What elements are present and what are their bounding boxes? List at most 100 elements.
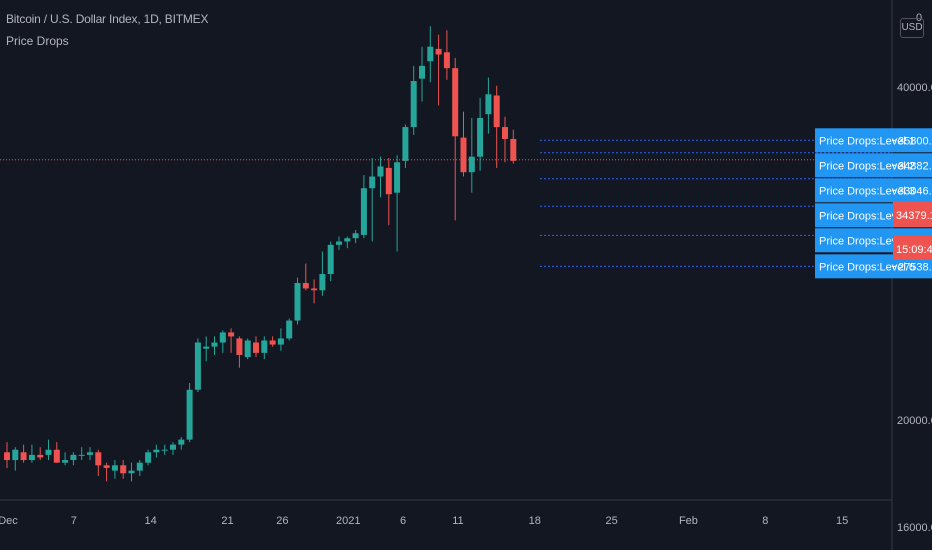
candle bbox=[377, 156, 384, 198]
candle-body bbox=[502, 127, 508, 139]
x-tick-label: 18 bbox=[529, 515, 541, 527]
candle bbox=[452, 57, 459, 221]
candle-body bbox=[369, 176, 376, 189]
candle bbox=[28, 444, 35, 463]
candle bbox=[493, 85, 500, 168]
candle bbox=[53, 442, 60, 463]
candle-body bbox=[336, 241, 342, 245]
candle bbox=[45, 439, 52, 461]
level-label-box bbox=[815, 128, 932, 153]
currency-badge[interactable]: USD bbox=[900, 18, 924, 38]
candle bbox=[294, 277, 301, 325]
x-tick-label: Feb bbox=[679, 515, 698, 527]
candle bbox=[327, 241, 334, 282]
candle bbox=[485, 77, 492, 134]
candle bbox=[468, 118, 475, 193]
candle-body bbox=[219, 332, 226, 343]
x-tick-label: Dec bbox=[0, 515, 18, 527]
candle-body bbox=[452, 68, 459, 137]
candle-body bbox=[186, 389, 193, 440]
candle bbox=[111, 460, 118, 479]
candle bbox=[435, 34, 442, 106]
level-name: Price Drops:Level 3 bbox=[819, 185, 915, 197]
x-tick-label: 14 bbox=[145, 515, 157, 527]
candle bbox=[460, 111, 467, 177]
candle bbox=[477, 97, 484, 171]
candle-body bbox=[161, 449, 168, 451]
x-tick-label: 8 bbox=[762, 515, 768, 527]
candle-body bbox=[311, 288, 318, 291]
candle bbox=[170, 442, 176, 455]
candle bbox=[37, 447, 44, 461]
x-tick-label: 2021 bbox=[336, 515, 360, 527]
candle bbox=[62, 452, 69, 466]
candle-body bbox=[443, 52, 450, 69]
candle bbox=[369, 158, 376, 242]
candle bbox=[194, 338, 201, 393]
symbol-title: Bitcoin / U.S. Dollar Index, 1D, BITMEX bbox=[6, 12, 209, 26]
level-value: 27538.98 bbox=[898, 261, 932, 273]
candle-body bbox=[493, 95, 500, 128]
countdown-badge: 15:09:47 bbox=[893, 236, 932, 260]
candle bbox=[128, 462, 135, 482]
level-name: Price Drops:Level 2 bbox=[819, 160, 915, 172]
level-value: 34882.71 bbox=[898, 160, 932, 172]
x-tick-label: 15 bbox=[836, 515, 848, 527]
candle-body bbox=[145, 452, 152, 463]
candle-body bbox=[170, 444, 176, 450]
candle-body bbox=[261, 340, 268, 353]
candle-body bbox=[294, 282, 301, 321]
candle bbox=[219, 330, 226, 353]
candle-body bbox=[203, 346, 210, 349]
candle-body bbox=[37, 454, 44, 458]
x-tick-label: 26 bbox=[276, 515, 288, 527]
candle-body bbox=[427, 46, 434, 62]
last-price-badge: 34379.14 bbox=[893, 202, 932, 227]
candle-body bbox=[62, 460, 69, 463]
candle bbox=[103, 462, 110, 482]
candle-body bbox=[286, 320, 293, 339]
candle bbox=[95, 449, 102, 476]
candle-body bbox=[460, 137, 467, 173]
candle bbox=[253, 336, 259, 358]
x-tick-label: 21 bbox=[221, 515, 233, 527]
candle bbox=[120, 460, 127, 479]
candle bbox=[186, 383, 193, 443]
candle-body bbox=[419, 65, 425, 79]
x-tick-label: 11 bbox=[452, 515, 463, 527]
candle-body bbox=[95, 452, 102, 466]
candle bbox=[336, 236, 342, 250]
level-name: Price Drops:Level 5 bbox=[819, 235, 915, 247]
candle bbox=[410, 65, 417, 135]
candle bbox=[277, 328, 284, 351]
candle-body bbox=[402, 127, 409, 161]
y-tick-label: 20000.00 bbox=[897, 415, 932, 427]
candle-body bbox=[45, 449, 52, 455]
candle-body bbox=[178, 439, 185, 445]
candle bbox=[228, 328, 235, 353]
candle bbox=[136, 460, 143, 476]
candle-body bbox=[277, 338, 284, 345]
candle bbox=[385, 158, 392, 226]
candle-body bbox=[236, 338, 243, 355]
candle-body bbox=[352, 233, 359, 239]
indicator-name[interactable]: Price Drops bbox=[6, 34, 69, 48]
candle bbox=[419, 46, 425, 102]
candle-body bbox=[78, 454, 85, 456]
candle-body bbox=[228, 332, 235, 337]
candle-body bbox=[20, 452, 27, 461]
candle-body bbox=[468, 156, 475, 173]
last-price-box bbox=[893, 202, 932, 227]
candle bbox=[402, 124, 409, 168]
candle-body bbox=[103, 465, 110, 468]
candle-body bbox=[360, 188, 367, 235]
countdown-box bbox=[893, 236, 932, 260]
level-label-box bbox=[815, 153, 932, 178]
candle bbox=[153, 444, 160, 458]
candle-body bbox=[136, 462, 143, 471]
candle-body bbox=[153, 449, 160, 453]
